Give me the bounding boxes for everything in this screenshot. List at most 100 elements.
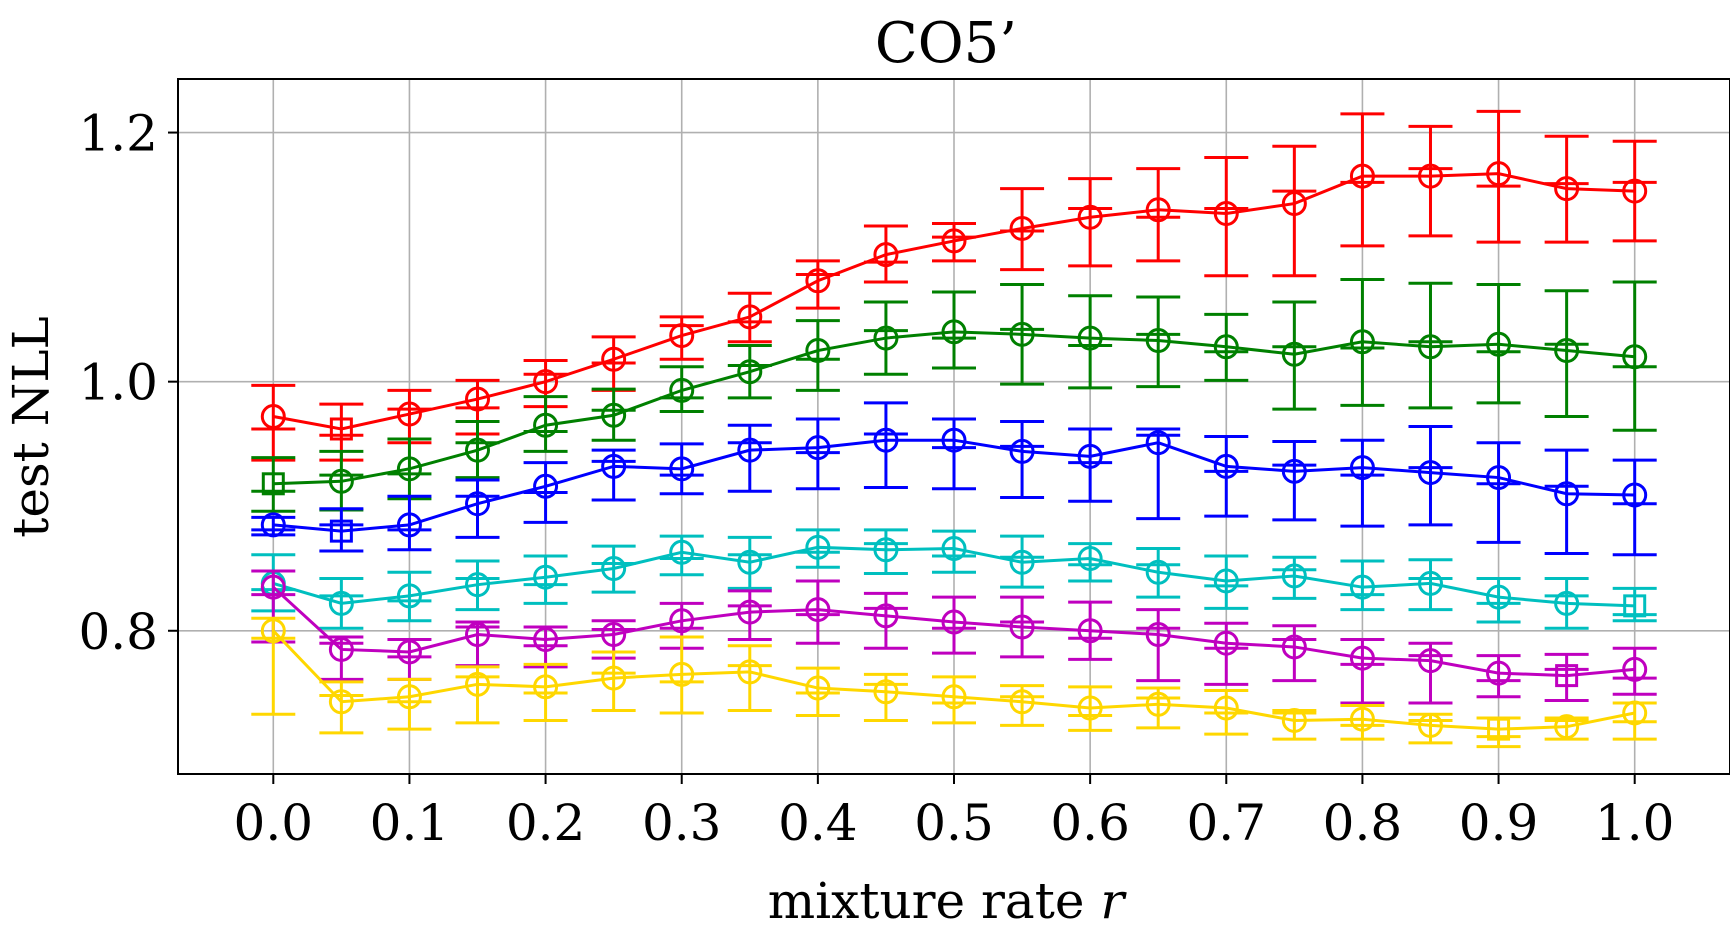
data-point-gold [1281, 707, 1307, 733]
data-point-blue [805, 435, 831, 461]
error-bar-green [251, 456, 296, 513]
series-line-gold [272, 629, 1635, 731]
data-point-blue [1349, 455, 1375, 481]
data-point-magenta [1281, 634, 1307, 660]
series-magenta [251, 569, 1657, 705]
data-point-red [669, 323, 695, 349]
data-point-red [1145, 197, 1171, 223]
error-bar-magenta [523, 625, 568, 669]
data-point-magenta [1009, 614, 1035, 640]
error-bar-blue [387, 494, 432, 552]
data-point-gold [941, 684, 967, 710]
series-line-blue [273, 438, 1635, 533]
data-point-green [1554, 338, 1580, 364]
series-green [251, 278, 1657, 513]
y-tick-label: 0.8 [78, 603, 158, 661]
data-point-green [601, 402, 627, 428]
data-point-magenta [465, 622, 491, 648]
data-point-green [465, 437, 491, 463]
error-bar-blue [795, 417, 840, 491]
data-point-cyan [1213, 568, 1239, 594]
data-point-gold [328, 689, 354, 715]
error-bar-green [1068, 294, 1113, 390]
error-bar-magenta [863, 591, 908, 650]
error-bar-gold [795, 666, 840, 717]
data-point-cyan [1417, 570, 1443, 596]
error-bar-cyan [1340, 559, 1385, 612]
error-bar-gold [1612, 701, 1657, 741]
data-point-cyan [1009, 549, 1035, 575]
data-point-magenta [669, 608, 695, 634]
x-axis-label: mixture rate r [768, 872, 1128, 930]
data-point-red [396, 401, 422, 427]
data-point-green [1213, 334, 1239, 360]
error-bar-gold [932, 675, 976, 725]
data-point-gold [396, 684, 422, 710]
data-point-blue [1417, 460, 1443, 486]
data-point-green [533, 412, 559, 438]
error-bar-cyan [1272, 555, 1317, 600]
error-bar-green [795, 319, 840, 392]
error-bar-magenta [1340, 637, 1385, 705]
data-point-red [465, 386, 491, 412]
data-point-gold [873, 679, 899, 705]
error-bar-red [251, 383, 296, 462]
data-point-blue [329, 519, 353, 543]
error-bar-red [1408, 124, 1453, 238]
data-point-magenta [260, 574, 286, 600]
data-point-blue [669, 456, 695, 482]
error-bar-gold [1272, 708, 1317, 741]
data-point-cyan [737, 549, 763, 575]
data-point-cyan [1077, 546, 1103, 572]
data-point-cyan [1623, 594, 1647, 618]
data-point-cyan [941, 536, 967, 562]
data-point-green [396, 456, 422, 482]
error-bar-gold [1340, 703, 1385, 741]
data-point-blue [396, 512, 422, 538]
error-bar-red [1340, 112, 1385, 248]
data-point-red [1554, 176, 1580, 202]
data-point-green [1145, 328, 1171, 354]
x-tick-label: 0.1 [370, 794, 450, 852]
data-point-blue [1009, 438, 1035, 464]
y-axis-label: test NLL [2, 316, 60, 537]
error-bar-magenta [387, 637, 432, 681]
data-point-gold [260, 618, 286, 644]
data-point-gold [1349, 706, 1375, 732]
error-bar-magenta [1544, 652, 1589, 703]
x-axis: 0.0 0.1 0.2 0.3 0.4 0.5 0.6 0.7 0.8 0.9 1.0 [234, 774, 1674, 852]
x-axis-label-text: mixture rate [768, 872, 1085, 930]
data-point-green [941, 319, 967, 345]
error-bar-magenta [1272, 624, 1317, 683]
error-bar-magenta [319, 635, 364, 681]
error-bar-red [1136, 167, 1181, 263]
data-point-gold [1077, 695, 1103, 721]
data-point-green [669, 377, 695, 403]
error-bar-blue [1408, 425, 1453, 527]
data-point-magenta [737, 599, 763, 625]
data-point-magenta [1077, 618, 1103, 644]
error-bar-blue [1340, 438, 1385, 528]
data-point-green [261, 472, 285, 496]
x-tick-label: 0.3 [642, 794, 722, 852]
error-bar-gold [1408, 712, 1453, 745]
data-point-gold [1554, 714, 1580, 740]
error-bar-green [1544, 289, 1589, 419]
data-point-cyan [328, 590, 354, 616]
data-point-gold [1487, 717, 1511, 741]
chart-title: CO5’ [875, 11, 1017, 76]
series-layer [251, 109, 1657, 749]
x-tick-label: 0.4 [778, 794, 858, 852]
error-bar-red [1476, 109, 1521, 244]
data-point-red [873, 242, 899, 268]
error-bar-green [727, 344, 772, 400]
error-bar-blue [523, 461, 568, 524]
error-bar-blue [727, 423, 772, 493]
data-point-blue [1077, 443, 1103, 469]
series-blue [251, 401, 1657, 557]
data-point-magenta [328, 636, 354, 662]
error-bar-magenta [727, 589, 772, 641]
data-point-green [805, 338, 831, 364]
data-point-green [1486, 331, 1512, 357]
data-point-green [737, 359, 763, 385]
